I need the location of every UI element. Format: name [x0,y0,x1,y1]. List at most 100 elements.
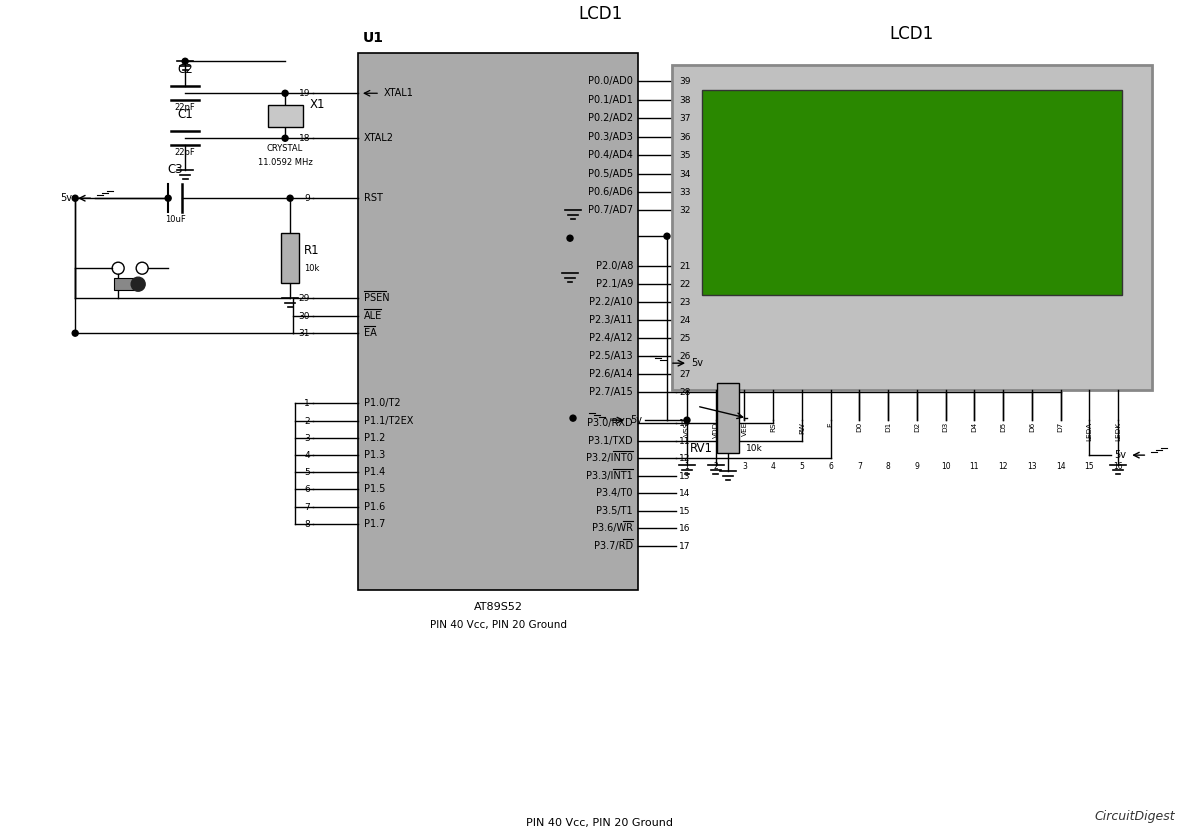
Text: VEE: VEE [742,422,748,437]
Bar [358,54,638,590]
Text: P1.2: P1.2 [364,433,385,443]
Text: 6: 6 [305,484,310,494]
Circle shape [282,135,288,142]
Circle shape [570,415,576,422]
Text: 10k: 10k [304,264,319,272]
Bar [268,105,302,127]
Text: 22: 22 [679,280,690,289]
Text: U1: U1 [364,31,384,45]
Text: CircuitDigest: CircuitDigest [1094,810,1175,823]
Bar [716,383,739,453]
Text: 14: 14 [1056,462,1066,471]
Text: 3: 3 [742,462,746,471]
Text: 10uF: 10uF [164,215,186,225]
Text: LCD1: LCD1 [578,5,622,23]
Text: P3.3/INT1: P3.3/INT1 [587,471,632,481]
Bar [281,233,299,283]
Text: LEDK: LEDK [1115,422,1121,441]
Circle shape [72,330,78,336]
Text: RW: RW [799,422,805,434]
Text: 34: 34 [679,170,690,178]
Circle shape [166,195,172,201]
Text: P0.0/AD0: P0.0/AD0 [588,76,632,86]
Text: 6: 6 [828,462,833,471]
Text: E: E [828,422,834,427]
Text: P3.2/INT0: P3.2/INT0 [586,453,632,463]
Text: AT89S52: AT89S52 [474,602,522,612]
Text: 11: 11 [970,462,979,471]
Text: P3.7/RD: P3.7/RD [594,541,632,551]
Text: 5v: 5v [630,415,642,425]
Text: P2.2/A10: P2.2/A10 [589,297,632,308]
Text: P2.0/A8: P2.0/A8 [595,261,632,272]
Text: 31: 31 [299,328,310,338]
Text: 5v: 5v [691,358,703,368]
Text: 16: 16 [679,524,690,533]
Text: D1: D1 [886,422,892,432]
Text: D0: D0 [857,422,863,432]
Text: 22pF: 22pF [175,148,196,158]
Text: P3.4/T0: P3.4/T0 [596,488,632,498]
Text: P2.3/A11: P2.3/A11 [589,315,632,325]
Text: 13: 13 [679,472,690,481]
Text: CRYSTAL: CRYSTAL [266,144,304,153]
Text: 7: 7 [305,503,310,512]
Text: 32: 32 [679,205,690,215]
Text: R1: R1 [304,244,319,256]
Circle shape [72,195,78,201]
Text: RV1: RV1 [690,442,713,455]
Text: P2.6/A14: P2.6/A14 [589,370,632,379]
Circle shape [182,59,188,65]
Text: P0.3/AD3: P0.3/AD3 [588,132,632,142]
Text: 2: 2 [713,462,718,471]
Text: X1: X1 [310,98,325,111]
Text: LEDA: LEDA [1086,422,1092,442]
Text: 9: 9 [914,462,919,471]
Text: P1.5: P1.5 [364,484,385,494]
Text: 18: 18 [299,134,310,142]
Text: LCD1: LCD1 [889,25,934,44]
Text: 8: 8 [305,520,310,529]
Text: 15: 15 [1085,462,1094,471]
Text: 10k: 10k [746,443,763,453]
Text: P1.4: P1.4 [364,467,385,477]
Text: 12: 12 [679,453,690,463]
Text: 38: 38 [679,96,690,105]
Text: 1: 1 [684,462,689,471]
Text: 27: 27 [679,370,690,379]
Text: 5: 5 [799,462,804,471]
Text: P0.7/AD7: P0.7/AD7 [588,205,632,215]
Text: P2.7/A15: P2.7/A15 [589,387,632,397]
Text: D3: D3 [943,422,949,432]
Bar [672,65,1152,391]
Text: RS: RS [770,422,776,432]
Text: P2.1/A9: P2.1/A9 [595,279,632,289]
Text: P1.3: P1.3 [364,450,385,460]
Text: 25: 25 [679,334,690,343]
Text: 23: 23 [679,297,690,307]
Circle shape [684,417,690,423]
Circle shape [282,91,288,96]
Text: RST: RST [364,194,383,204]
Text: 17: 17 [679,541,690,551]
Text: 16: 16 [1114,462,1123,471]
Text: 14: 14 [679,489,690,498]
Text: P0.4/AD4: P0.4/AD4 [588,150,632,160]
Bar [114,278,138,290]
Text: EA: EA [364,328,377,339]
Text: 19: 19 [299,89,310,98]
Text: P1.7: P1.7 [364,519,385,529]
Text: P0.2/AD2: P0.2/AD2 [588,113,632,123]
Text: P0.1/AD1: P0.1/AD1 [588,96,632,106]
Text: VDD: VDD [713,422,719,438]
Bar [702,91,1122,295]
Text: D2: D2 [914,422,920,432]
Text: D6: D6 [1028,422,1034,432]
Text: 30: 30 [299,312,310,321]
Text: P2.5/A13: P2.5/A13 [589,351,632,361]
Text: 5v: 5v [60,194,72,204]
Text: 9: 9 [305,194,310,203]
Text: 28: 28 [679,388,690,396]
Text: 1: 1 [305,399,310,407]
Text: 4: 4 [770,462,775,471]
